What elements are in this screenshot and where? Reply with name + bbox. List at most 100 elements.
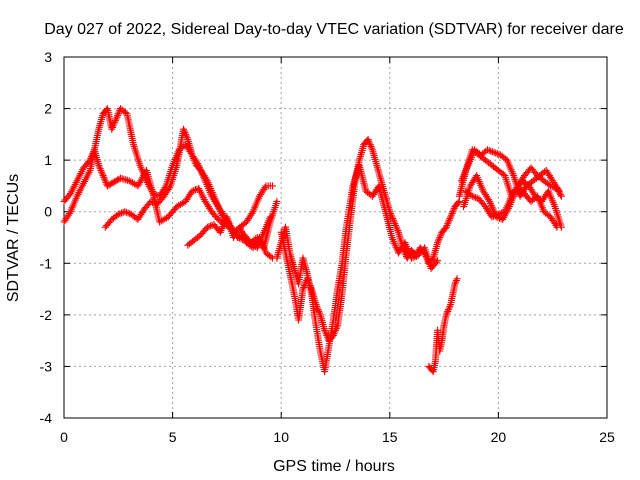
y-tick-label: 0	[44, 204, 52, 220]
data-point	[493, 150, 501, 158]
series-track-g	[425, 275, 461, 376]
data-point	[485, 147, 493, 154]
data-point	[366, 141, 374, 149]
data-point	[444, 220, 452, 228]
data-point	[392, 222, 400, 229]
data-point	[557, 192, 565, 200]
x-axis-label: GPS time / hours	[273, 458, 395, 475]
data-point	[488, 148, 496, 156]
tick-labels: 0 5 10 15 20 25 -4 -3 -2 -1 0 1 2 3	[40, 49, 615, 445]
chart-title: Day 027 of 2022, Sidereal Day-to-day VTE…	[44, 21, 624, 38]
data-point	[314, 306, 322, 314]
data-point	[95, 161, 103, 169]
series-track-k	[462, 182, 561, 231]
data-point	[109, 179, 117, 186]
data-point	[98, 170, 106, 178]
data-point	[182, 132, 190, 140]
data-point	[266, 213, 274, 221]
data-point	[366, 139, 373, 147]
data-point	[97, 167, 105, 174]
data-point	[408, 254, 415, 262]
data-point	[203, 223, 211, 231]
data-point	[109, 124, 116, 131]
data-point	[188, 151, 196, 159]
data-point	[101, 177, 109, 185]
x-tick-label: 5	[169, 429, 177, 445]
data-point	[450, 206, 457, 214]
data-point	[364, 136, 372, 143]
y-axis-label: SDTVAR / TECUs	[5, 174, 22, 302]
data-point	[124, 209, 132, 217]
data-point	[112, 177, 120, 185]
series-track-e	[277, 136, 463, 345]
data-point	[122, 176, 130, 184]
series-track-j	[460, 172, 565, 231]
data-point	[111, 118, 119, 126]
data-point	[437, 232, 444, 240]
data-point	[367, 142, 375, 150]
data-point	[434, 257, 442, 265]
data-point	[454, 199, 462, 207]
data-point	[394, 227, 402, 235]
data-point	[444, 306, 452, 314]
data-point	[444, 218, 452, 226]
data-point	[452, 278, 460, 286]
data-point	[435, 235, 443, 243]
data-point	[434, 237, 442, 245]
data-point	[443, 309, 451, 317]
data-point	[273, 197, 281, 205]
data-point	[152, 199, 160, 207]
data-point	[490, 148, 498, 156]
data-point	[498, 209, 506, 217]
y-tick-label: -4	[40, 410, 53, 426]
data-point	[182, 130, 190, 138]
x-tick-label: 20	[491, 429, 507, 445]
data-point	[65, 209, 73, 217]
data-point	[493, 211, 501, 219]
data-point	[390, 218, 398, 226]
data-point	[151, 190, 159, 198]
data-point	[202, 175, 210, 183]
data-point	[99, 172, 107, 180]
data-point	[108, 179, 116, 187]
data-point	[110, 120, 118, 128]
data-point	[331, 328, 339, 336]
data-point	[448, 209, 456, 217]
plot-frame	[63, 56, 608, 419]
data-point	[491, 212, 499, 220]
data-point	[188, 187, 196, 195]
data-point	[490, 212, 497, 220]
data-point	[111, 178, 119, 186]
data-point	[487, 147, 495, 155]
data-point	[389, 215, 397, 223]
data-point	[393, 225, 401, 233]
data-point	[322, 330, 330, 338]
data-point	[452, 277, 460, 284]
data-point	[190, 154, 198, 162]
data-point	[261, 184, 269, 192]
data-point	[103, 182, 111, 190]
data-point	[315, 307, 323, 315]
data-point	[388, 213, 396, 221]
data-point	[392, 223, 400, 231]
data-point	[389, 216, 397, 224]
data-point	[183, 134, 191, 142]
data-point	[488, 213, 496, 221]
data-point	[299, 285, 307, 293]
data-point	[449, 208, 457, 216]
data-point	[149, 190, 157, 198]
data-point	[118, 209, 126, 217]
data-point	[96, 163, 103, 171]
x-tick-label: 10	[273, 429, 289, 445]
data-point	[191, 158, 199, 166]
x-tick-label: 25	[599, 429, 615, 445]
y-tick-label: -1	[40, 255, 53, 271]
data-point	[428, 255, 436, 263]
data-point	[554, 185, 562, 193]
data-point	[101, 175, 108, 183]
data-point	[496, 210, 504, 218]
data-point	[446, 215, 454, 223]
data-point	[492, 149, 500, 157]
data-point	[114, 210, 122, 218]
